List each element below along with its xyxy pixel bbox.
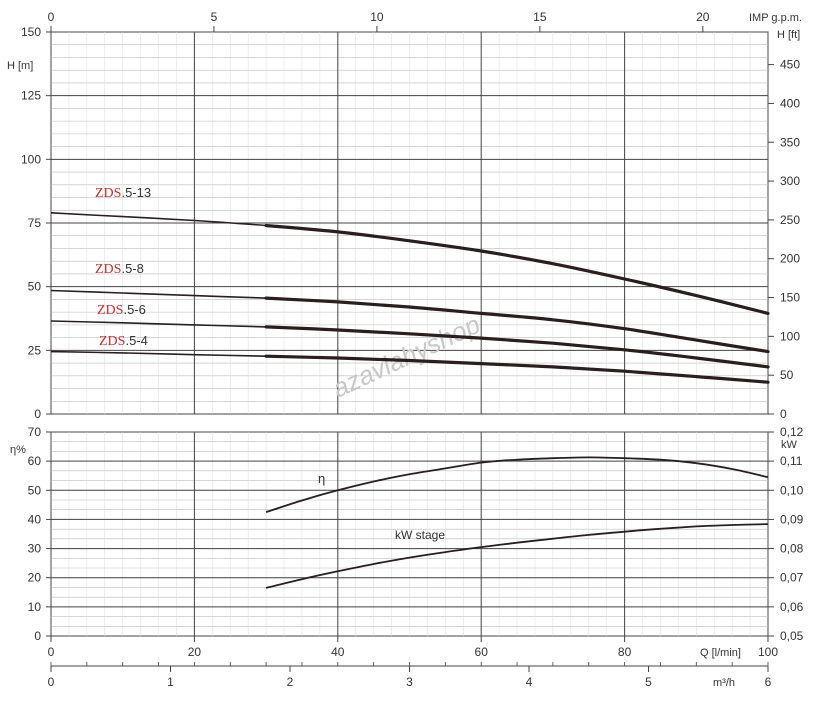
y-right-tick-label: 0,11 — [780, 454, 803, 468]
power-axis-unit: kW — [781, 439, 798, 451]
y-right-tick-label: 0,07 — [780, 571, 804, 585]
x-top-tick-label: 0 — [48, 10, 55, 24]
head-curve-zds-5-13 — [264, 223, 770, 315]
y-tick-label: 100 — [21, 152, 41, 166]
y-tick-label: 75 — [28, 216, 42, 230]
x-tick-label: 100 — [758, 645, 778, 659]
curve-efficiency — [265, 456, 769, 513]
y-tick-label: 0 — [34, 407, 41, 421]
x-top-tick-label: 20 — [696, 10, 710, 24]
y-right-tick-label: 50 — [780, 368, 794, 382]
y-right-tick-label: 0,05 — [780, 629, 804, 643]
curve-kw-stage — [265, 523, 769, 589]
y-tick-label: 25 — [28, 343, 42, 357]
y-tick-label: 125 — [21, 89, 41, 103]
y-right-tick-label: 450 — [780, 58, 800, 72]
y-right-tick-label: 200 — [780, 252, 800, 266]
x-m3h-tick-label: 2 — [287, 675, 294, 689]
y-right-tick-label: 0 — [780, 407, 787, 421]
y-tick-label: 10 — [28, 600, 42, 614]
series-label-zds-5-6: ZDS.5-6 — [97, 302, 146, 318]
head-curve-zds-5-6-low-flow — [50, 320, 267, 328]
head-curve-zds-5-13-low-flow — [50, 212, 267, 227]
y-right-tick-label: 0,08 — [780, 542, 804, 556]
top-x-axis-unit: IMP g.p.m. — [749, 12, 802, 24]
y-right-tick-label: 0,06 — [780, 600, 804, 614]
series-label-kw-stage: kW stage — [395, 528, 445, 542]
flow-lmin-axis-unit: Q [l/min] — [700, 647, 741, 659]
x-tick-label: 20 — [188, 645, 202, 659]
y-tick-label: 60 — [28, 454, 42, 468]
y-tick-label: 150 — [21, 25, 41, 39]
y-right-tick-label: 350 — [780, 135, 800, 149]
head-curves — [50, 212, 770, 384]
y-right-tick-label: 400 — [780, 96, 800, 110]
x-top-tick-label: 10 — [370, 10, 384, 24]
x-tick-label: 80 — [618, 645, 632, 659]
x-top-tick-label: 5 — [211, 10, 218, 24]
x-m3h-tick-label: 6 — [765, 675, 772, 689]
efficiency-power-curves — [265, 456, 769, 589]
x-m3h-tick-label: 3 — [406, 675, 413, 689]
efficiency-axis-unit: η% — [10, 444, 26, 456]
x-top-tick-label: 15 — [533, 10, 547, 24]
y-right-tick-label: 150 — [780, 291, 800, 305]
axis-labels: IMP g.p.m. H [m] H [ft] η% kW Q [l/min] … — [7, 12, 802, 689]
head-curve-zds-5-4 — [264, 354, 770, 384]
y-tick-label: 40 — [28, 512, 42, 526]
head-curve-zds-5-4-low-flow — [50, 350, 267, 357]
series-label-zds-5-8: ZDS.5-8 — [95, 261, 144, 277]
y-right-tick-label: 100 — [780, 329, 800, 343]
x-tick-label: 0 — [48, 645, 55, 659]
x-tick-label: 40 — [331, 645, 345, 659]
y-right-tick-label: 0,09 — [780, 512, 804, 526]
y-tick-label: 20 — [28, 571, 42, 585]
head-chart-grid: 0255075100125150050100150200250300350400… — [21, 10, 800, 421]
y-right-tick-label: 0,12 — [780, 425, 804, 439]
flow-m3h-axis-unit: m³/h — [713, 677, 735, 689]
x-m3h-tick-label: 0 — [48, 675, 55, 689]
y-right-tick-label: 250 — [780, 213, 800, 227]
head-left-axis-unit: H [m] — [7, 60, 33, 72]
y-tick-label: 50 — [28, 483, 42, 497]
y-tick-label: 30 — [28, 542, 42, 556]
head-curve-zds-5-6 — [264, 325, 770, 369]
y-tick-label: 70 — [28, 425, 42, 439]
series-label-zds-5-13: ZDS.5-13 — [95, 185, 151, 201]
x-tick-label: 60 — [475, 645, 489, 659]
efficiency-chart-grid: 0102030405060700,050,060,070,080,090,100… — [28, 425, 804, 689]
y-tick-label: 0 — [34, 629, 41, 643]
y-right-tick-label: 300 — [780, 174, 800, 188]
x-m3h-tick-label: 5 — [645, 675, 652, 689]
x-m3h-tick-label: 1 — [167, 675, 174, 689]
y-tick-label: 50 — [28, 280, 42, 294]
head-curve-zds-5-8-low-flow — [50, 289, 267, 299]
head-curve-zds-5-8 — [264, 296, 770, 354]
series-label-efficiency: η — [318, 471, 325, 486]
x-m3h-tick-label: 4 — [526, 675, 533, 689]
series-label-zds-5-4: ZDS.5-4 — [99, 333, 148, 349]
head-right-axis-unit: H [ft] — [777, 29, 800, 41]
y-right-tick-label: 0,10 — [780, 483, 804, 497]
